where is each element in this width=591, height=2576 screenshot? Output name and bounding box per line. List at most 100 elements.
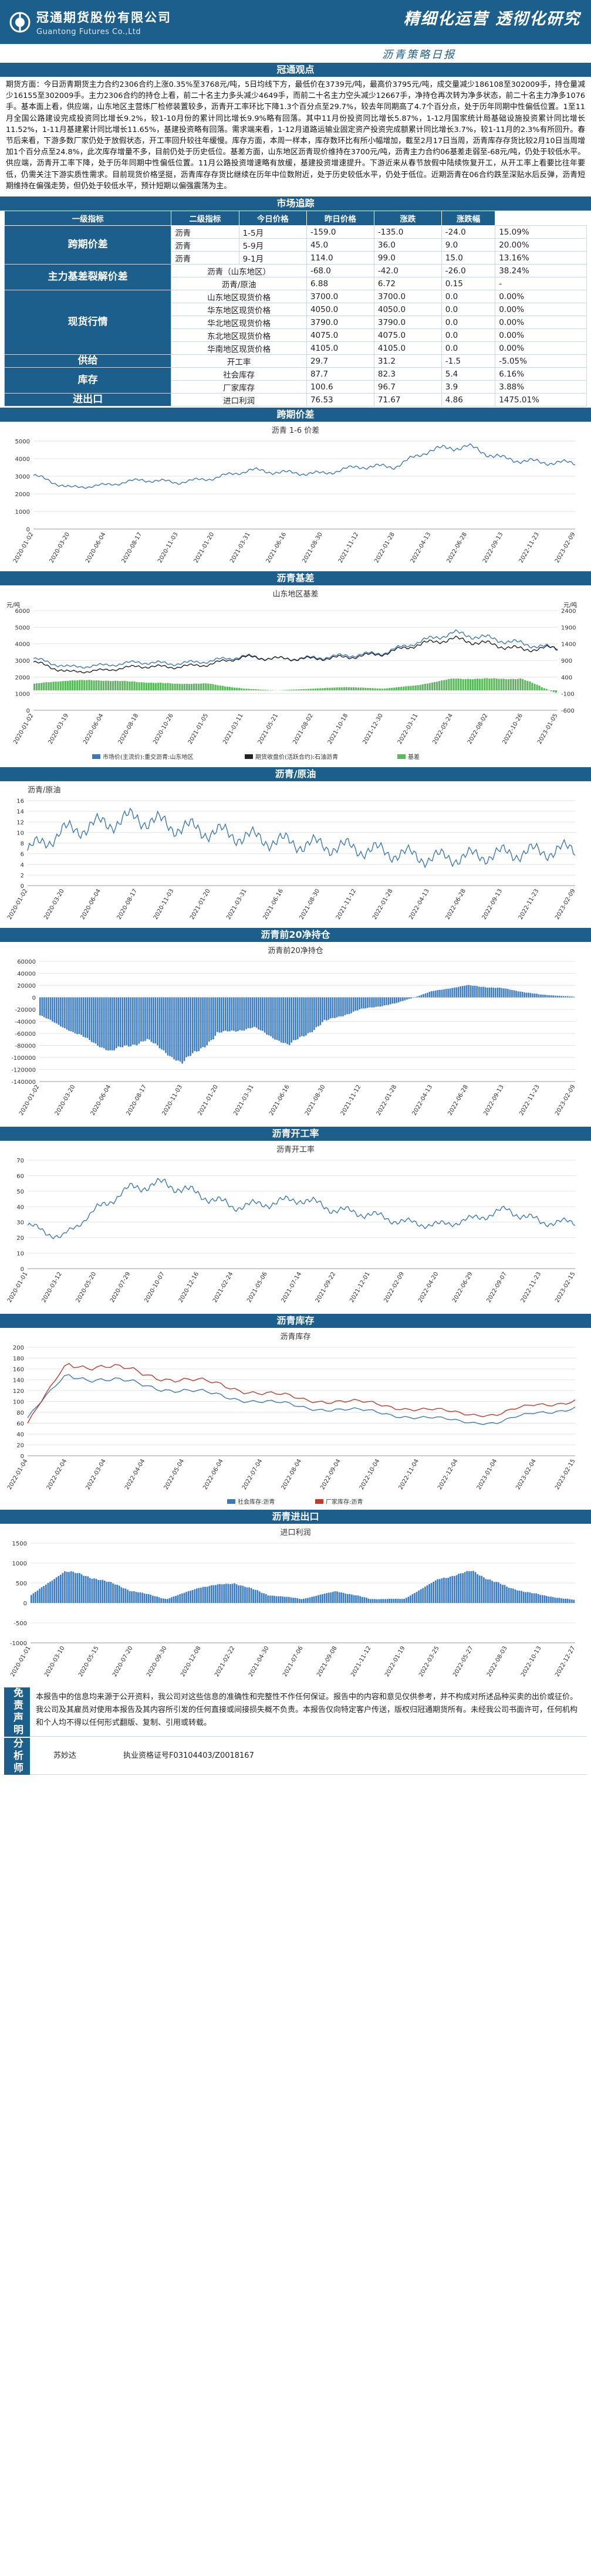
position-bar [80, 997, 82, 1035]
import-profit-bar [342, 1592, 345, 1604]
position-bar [126, 997, 128, 1046]
position-bar [569, 996, 571, 998]
basis-bar [448, 679, 450, 691]
y-tick-label: 70 [16, 1158, 24, 1164]
import-profit-bar [103, 1580, 106, 1604]
basis-bar [355, 687, 357, 691]
basis-bar [210, 683, 212, 691]
basis-bar [555, 690, 558, 693]
x-tick-label: 2022-09-13 [482, 531, 505, 564]
position-bar [554, 995, 556, 998]
import-profit-bar [525, 1592, 526, 1604]
table-category-cell: 供给 [4, 354, 172, 368]
import-profit-bar [382, 1599, 384, 1604]
x-tick-label: 2022-01-19 [384, 1645, 407, 1678]
position-bar [528, 992, 529, 998]
y-right-tick-label: 2400 [561, 608, 576, 615]
table-cell: -68.0 [306, 264, 374, 278]
x-tick-label: 2022-04-04 [124, 1458, 147, 1491]
import-profit-bar [472, 1571, 474, 1604]
import-profit-bar [477, 1574, 478, 1604]
basis-bar [90, 680, 93, 691]
x-tick-label: 2023-01-04 [476, 1458, 499, 1491]
x-tick-label: 2021-06-16 [268, 1084, 291, 1117]
basis-bar [183, 684, 185, 691]
import-profit-bar [70, 1571, 72, 1604]
import-profit-bar [129, 1591, 131, 1604]
x-tick-label: 2020-09-30 [146, 1645, 168, 1678]
import-profit-bar [102, 1580, 104, 1604]
import-profit-bar [550, 1597, 552, 1604]
report-header: 冠通期货股份有限公司 Guantong Futures Co.,Ltd 精细化运… [0, 0, 591, 44]
import-profit-bar [445, 1578, 447, 1604]
basis-bar [362, 687, 364, 691]
position-bar [239, 997, 241, 1031]
import-profit-bar [219, 1584, 221, 1604]
position-bar [154, 997, 157, 1044]
x-tick-label: 2020-06-04 [90, 1084, 113, 1117]
table-cell: 114.0 [306, 251, 374, 265]
import-profit-bar [300, 1599, 303, 1604]
position-bar [148, 997, 150, 1040]
table-cell: 华东地区现货价格 [171, 303, 307, 317]
basis-bar [140, 682, 143, 691]
x-tick-label: 2022-08-04 [281, 1458, 303, 1491]
import-profit-bar [497, 1582, 499, 1604]
import-profit-bar [40, 1587, 43, 1604]
basis-bar [241, 688, 243, 691]
x-tick-label: 2022-06-28 [444, 888, 467, 921]
position-bar [558, 995, 560, 998]
position-bar [249, 997, 251, 1029]
import-profit-bar [410, 1595, 411, 1604]
position-bar [70, 997, 72, 1032]
basis-bar [322, 688, 324, 691]
y-tick-label: 500 [16, 1581, 27, 1587]
import-profit-bar [411, 1594, 414, 1604]
legend-swatch [92, 754, 100, 760]
position-bar [482, 987, 484, 998]
import-profit-bar [401, 1599, 403, 1604]
basis-bar [467, 679, 469, 691]
import-profit-bar [239, 1585, 242, 1604]
y-tick-label: 60 [16, 1173, 24, 1179]
x-tick-label: 2020-10-07 [143, 1271, 166, 1304]
import-profit-bar [168, 1598, 171, 1604]
position-bar [346, 997, 348, 1015]
basis-bar [538, 686, 541, 691]
position-bar [396, 997, 398, 1004]
position-bar [472, 985, 474, 998]
position-bar [495, 988, 497, 998]
basis-bar [526, 680, 529, 691]
futures-price-line [33, 635, 558, 674]
import-profit-bar [424, 1587, 426, 1604]
y-tick-label: 20 [16, 1443, 24, 1449]
basis-bar [145, 683, 147, 691]
import-profit-bar [390, 1599, 393, 1604]
import-profit-bar [146, 1594, 147, 1604]
table-row: 沥青 5-9月 45.0 36.0 9.0 20.00% [5, 238, 587, 252]
table-row: 华南地区现货价格 4105.0 4105.0 0.0 0.00% [5, 341, 587, 355]
company-slogan: 精细化运营 透彻化研究 [403, 10, 580, 28]
x-tick-label: 2023-02-15 [554, 1458, 577, 1491]
table-cell: -159.0 [306, 225, 374, 239]
table-cell: 4050.0 [373, 303, 442, 317]
table-cell: 9.0 [441, 238, 496, 252]
position-bar [251, 997, 254, 1028]
position-bar [330, 997, 332, 1019]
basis-bar [133, 682, 136, 691]
y-tick-label: 0 [21, 1453, 24, 1460]
basis-bar [88, 680, 90, 691]
import-profit-bar [64, 1571, 66, 1604]
import-profit-bar [141, 1592, 143, 1604]
import-profit-bar [288, 1597, 290, 1604]
import-profit-bar [45, 1584, 47, 1604]
import-profit-bar [187, 1591, 190, 1604]
position-bar [360, 997, 363, 1009]
basis-bar [477, 679, 479, 691]
y-tick-label: 0 [26, 527, 30, 533]
position-bar [115, 997, 117, 1049]
x-tick-label: 2022-07-04 [241, 1458, 264, 1491]
import-profit-bar [112, 1583, 114, 1604]
y-tick-label: 3000 [15, 658, 30, 665]
